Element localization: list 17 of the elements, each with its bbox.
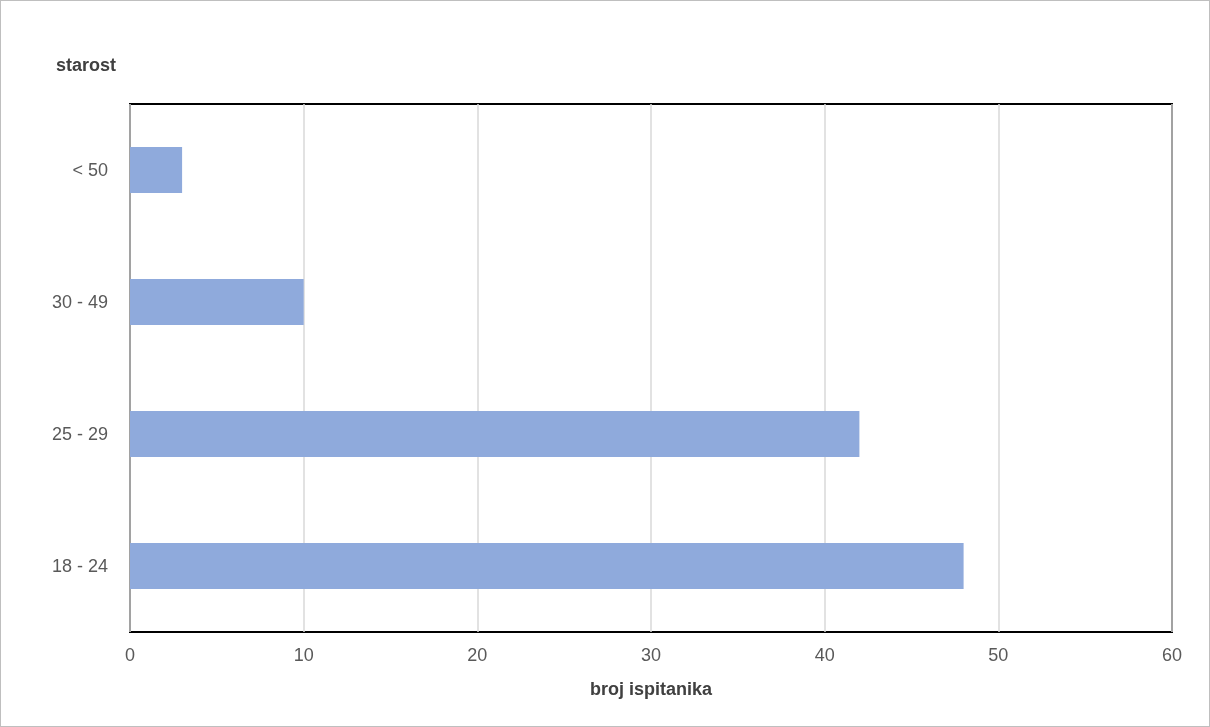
y-axis-title: starost bbox=[56, 55, 117, 75]
x-tick-label: 60 bbox=[1161, 645, 1183, 665]
x-tick-label: 50 bbox=[988, 645, 1009, 665]
bar bbox=[130, 410, 860, 458]
y-tick-label: 25 - 29 bbox=[51, 424, 108, 444]
x-tick-label: 30 bbox=[640, 645, 662, 665]
bar bbox=[130, 542, 964, 590]
y-tick-label: 18 - 24 bbox=[51, 556, 108, 576]
x-tick-label: 0 bbox=[124, 645, 136, 665]
x-tick-label: 10 bbox=[293, 645, 314, 665]
x-tick-label: 20 bbox=[467, 645, 488, 665]
y-tick-label: < 50 bbox=[72, 160, 108, 180]
y-tick-label: 30 - 49 bbox=[51, 292, 108, 312]
x-tick-label: 40 bbox=[814, 645, 835, 665]
bar bbox=[130, 278, 304, 326]
x-axis-title: broj ispitanika bbox=[589, 679, 713, 699]
bar bbox=[130, 146, 183, 194]
